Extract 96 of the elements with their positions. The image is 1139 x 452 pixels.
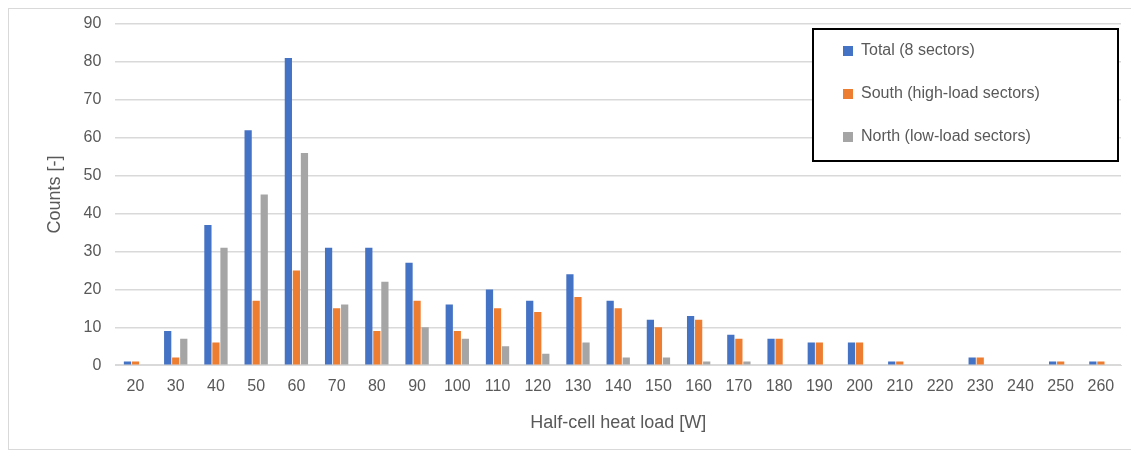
x-tick-label: 130	[564, 377, 592, 395]
x-tick-label: 260	[1087, 377, 1115, 395]
bar	[252, 300, 260, 365]
bar	[896, 361, 904, 365]
bar	[180, 338, 188, 365]
x-tick-label: 120	[524, 377, 552, 395]
bar	[164, 331, 172, 365]
y-tick-label: 90	[83, 14, 102, 32]
bar	[220, 247, 228, 365]
bar	[333, 308, 341, 365]
y-tick-label: 80	[83, 52, 102, 70]
bar	[534, 312, 542, 365]
bar	[413, 300, 421, 365]
y-tick-label: 10	[83, 317, 102, 335]
bar	[461, 338, 469, 365]
bar	[421, 327, 429, 365]
x-axis-title: Half-cell heat load [W]	[530, 412, 707, 433]
x-tick-label: 190	[805, 377, 833, 395]
x-tick-label: 90	[408, 377, 427, 395]
bar	[1057, 361, 1065, 365]
x-tick-label: 220	[926, 377, 954, 395]
y-tick-label: 40	[83, 203, 102, 221]
bar	[445, 304, 453, 365]
bar	[300, 152, 309, 365]
x-tick-label: 230	[966, 377, 994, 395]
bar	[542, 353, 550, 365]
x-tick-label: 150	[645, 377, 672, 395]
bar	[365, 247, 373, 365]
bar	[847, 342, 856, 365]
x-tick-label: 140	[604, 377, 632, 395]
bar	[735, 338, 743, 365]
bar	[703, 361, 711, 365]
bar	[526, 300, 534, 365]
bar	[123, 361, 132, 365]
x-tick-label: 180	[765, 377, 793, 395]
y-tick-label: 60	[83, 128, 102, 146]
bar	[1089, 361, 1097, 365]
bar	[695, 319, 703, 365]
y-tick-label: 0	[92, 355, 102, 373]
y-tick-label: 70	[83, 90, 102, 108]
y-tick-label: 30	[83, 241, 102, 259]
bar	[775, 338, 783, 365]
bar	[212, 342, 220, 365]
x-tick-label: 20	[126, 377, 145, 395]
legend-label: North (low-load sectors)	[861, 127, 1031, 145]
bar	[131, 361, 140, 365]
bar	[743, 361, 751, 365]
x-tick-label: 30	[166, 377, 185, 395]
bar	[381, 281, 389, 365]
bar	[888, 361, 896, 365]
x-tick-label: 50	[247, 377, 266, 395]
bar	[815, 342, 823, 365]
x-tick-label: 70	[327, 377, 346, 395]
bar	[244, 130, 252, 365]
x-tick-label: 60	[287, 377, 306, 395]
bar	[646, 319, 654, 365]
bar	[405, 262, 413, 365]
bar	[292, 270, 301, 365]
bar	[341, 304, 349, 365]
bar	[485, 289, 494, 365]
bar	[807, 342, 815, 365]
bar	[1049, 361, 1057, 365]
bar	[501, 346, 510, 365]
bar	[1097, 361, 1105, 365]
bar	[324, 247, 333, 365]
legend-label: South (high-load sectors)	[861, 84, 1040, 102]
bar	[855, 342, 864, 365]
bar	[574, 296, 582, 365]
y-tick-label: 50	[83, 166, 102, 184]
bar	[606, 300, 614, 365]
bar	[566, 274, 574, 365]
bar	[767, 338, 775, 365]
x-tick-label: 110	[484, 377, 511, 395]
bar	[260, 194, 268, 365]
bar	[373, 331, 381, 365]
bar	[614, 308, 622, 365]
y-axis-title: Counts [-]	[43, 155, 64, 234]
bar	[727, 334, 735, 365]
bar	[204, 224, 212, 365]
x-tick-label: 200	[846, 377, 873, 395]
bar	[284, 58, 292, 365]
bar	[654, 327, 663, 365]
x-tick-label: 210	[886, 377, 914, 395]
legend-label: Total (8 sectors)	[861, 41, 975, 59]
x-tick-label: 80	[367, 377, 386, 395]
x-tick-label: 100	[443, 377, 471, 395]
x-tick-label: 240	[1007, 377, 1034, 395]
bar	[493, 308, 502, 365]
x-tick-label: 40	[207, 377, 225, 395]
bar	[582, 342, 590, 365]
x-tick-label: 160	[685, 377, 713, 395]
y-tick-label: 20	[83, 279, 102, 297]
bar	[686, 315, 695, 365]
x-tick-label: 170	[725, 377, 753, 395]
x-tick-label: 250	[1047, 377, 1075, 395]
bar	[453, 331, 461, 365]
